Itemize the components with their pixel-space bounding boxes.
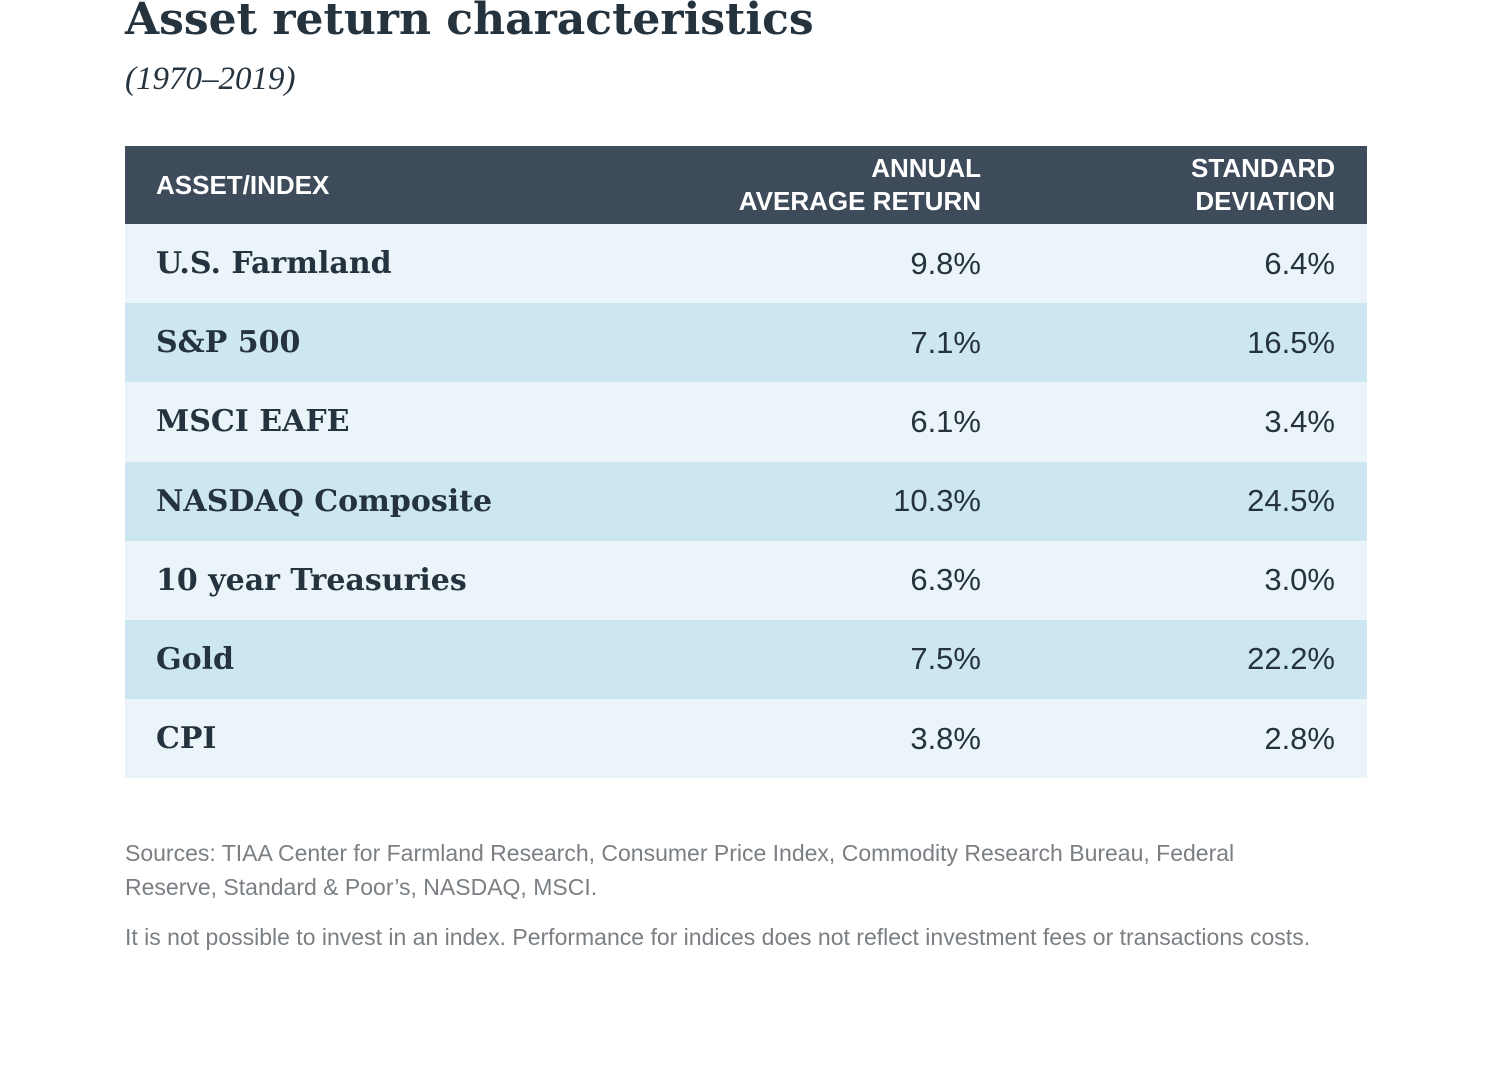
annual-average-return-cell: 7.1% (910, 324, 981, 360)
standard-deviation-cell: 3.4% (1264, 403, 1335, 439)
standard-deviation-cell: 6.4% (1264, 245, 1335, 281)
standard-deviation-cell: 16.5% (1247, 324, 1335, 360)
asset-table: ASSET/INDEX ANNUAL AVERAGE RETURN STANDA… (125, 146, 1367, 779)
annual-average-return-cell: 6.1% (910, 403, 981, 439)
sources-note: Sources: TIAA Center for Farmland Resear… (125, 840, 1235, 900)
annual-average-return-cell: 10.3% (893, 483, 981, 519)
annual-average-return-cell: 9.8% (910, 245, 981, 281)
table-row: U.S. Farmland 9.8% 6.4% (125, 224, 1367, 304)
asset-name-cell: Gold (156, 641, 235, 677)
standard-deviation-cell: 2.8% (1264, 720, 1335, 756)
annual-average-return-cell: 7.5% (910, 641, 981, 677)
header-standard-deviation-line1: STANDARD (1191, 153, 1335, 183)
annual-average-return-cell: 3.8% (910, 720, 981, 756)
chart-subtitle: (1970–2019) (125, 61, 296, 97)
header-asset-index: ASSET/INDEX (156, 146, 329, 224)
annual-average-return-cell: 6.3% (910, 562, 981, 598)
asset-name-cell: S&P 500 (156, 325, 301, 361)
table-row: 10 year Treasuries 6.3% 3.0% (125, 540, 1367, 620)
header-standard-deviation-line2: DEVIATION (1195, 186, 1335, 216)
asset-name-cell: CPI (156, 721, 217, 757)
header-standard-deviation: STANDARD DEVIATION (1191, 152, 1335, 218)
header-annual-average-return: ANNUAL AVERAGE RETURN (739, 152, 981, 218)
header-annual-average-return-line1: ANNUAL (871, 153, 981, 183)
table-body: U.S. Farmland 9.8% 6.4% S&P 500 7.1% 16.5% MSC… (125, 224, 1367, 779)
header-annual-average-return-line2: AVERAGE RETURN (738, 186, 981, 216)
asset-name-cell: U.S. Farmland (156, 246, 392, 281)
chart-title: Asset return characteristics (125, 0, 814, 45)
asset-name-cell: 10 year Treasuries (156, 562, 467, 598)
disclaimer-note: It is not possible to invest in an index… (125, 924, 1311, 950)
table-row: NASDAQ Composite 10.3% 24.5% (125, 461, 1367, 541)
asset-name-cell: MSCI EAFE (156, 404, 350, 440)
standard-deviation-cell: 3.0% (1264, 562, 1335, 598)
header-asset-index-label: ASSET/INDEX (156, 169, 330, 200)
table-row: Gold 7.5% 22.2% (125, 619, 1367, 700)
asset-name-cell: NASDAQ Composite (156, 483, 493, 519)
table-row: CPI 3.8% 2.8% (125, 699, 1367, 779)
footnotes: Sources: TIAA Center for Farmland Resear… (125, 836, 1311, 954)
standard-deviation-cell: 24.5% (1247, 483, 1335, 519)
table-row: MSCI EAFE 6.1% 3.4% (125, 382, 1367, 462)
standard-deviation-cell: 22.2% (1247, 641, 1335, 677)
table-header: ASSET/INDEX ANNUAL AVERAGE RETURN STANDA… (125, 146, 1367, 224)
table-row: S&P 500 7.1% 16.5% (125, 303, 1367, 383)
